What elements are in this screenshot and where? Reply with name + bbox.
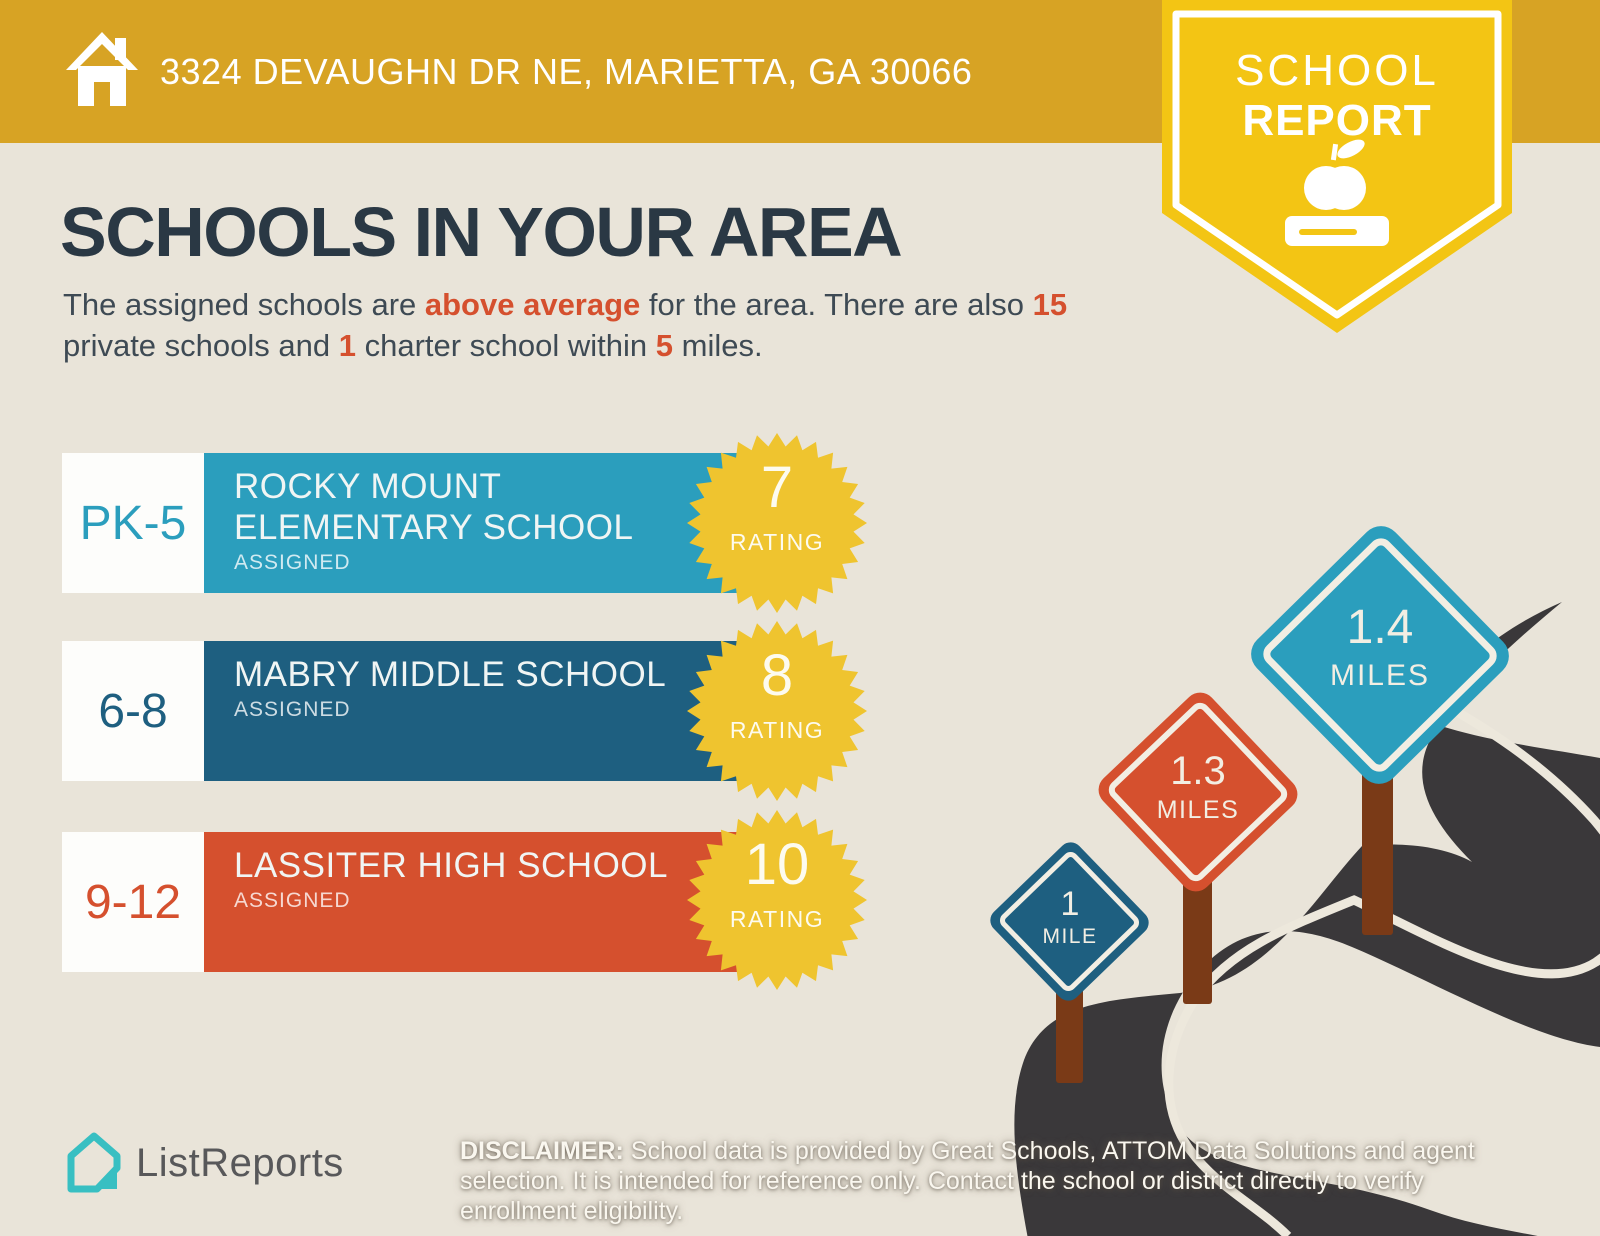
school-report-badge: SCHOOL REPORT xyxy=(1162,0,1512,345)
assigned-tag: ASSIGNED xyxy=(234,551,351,574)
starburst-icon xyxy=(687,621,867,801)
distance-value: 1.3 xyxy=(1170,748,1226,793)
distance-sign-1-4-miles: 1.4 MILES xyxy=(1242,517,1518,793)
badge-ribbon xyxy=(1162,0,1512,333)
grade-range-badge: 9-12 xyxy=(62,832,204,972)
apple-book-icon xyxy=(1285,139,1389,246)
assigned-tag: ASSIGNED xyxy=(234,698,351,721)
rating-label: RATING xyxy=(729,529,825,555)
intro-highlight-above-average: above average xyxy=(424,287,641,322)
intro-part4: charter school within xyxy=(355,328,656,363)
home-icon xyxy=(66,32,138,106)
school-bar: ROCKY MOUNT ELEMENTARY SCHOOL ASSIGNED xyxy=(204,453,737,593)
badge-line-report: REPORT xyxy=(1242,96,1432,145)
starburst-icon xyxy=(687,810,867,990)
rating-starburst-middle: 8 RATING xyxy=(687,621,867,801)
disclaimer-text: DISCLAIMER: School data is provided by G… xyxy=(460,1136,1490,1226)
property-address: 3324 DEVAUGHN DR NE, MARIETTA, GA 30066 xyxy=(160,50,973,92)
listreports-house-icon xyxy=(67,1132,121,1193)
intro-part1: The assigned schools are xyxy=(63,287,425,322)
sign-label: 1.4 MILES xyxy=(1243,518,1517,792)
page-title: SCHOOLS IN YOUR AREA xyxy=(60,193,903,271)
intro-highlight-miles: 5 xyxy=(655,328,674,363)
rating-starburst-high: 10 RATING xyxy=(687,810,867,990)
school-row-elementary: PK-5 ROCKY MOUNT ELEMENTARY SCHOOL ASSIG… xyxy=(62,453,737,593)
starburst-icon xyxy=(687,433,867,613)
intro-part5: miles. xyxy=(673,328,763,363)
intro-part2: for the area. There are also xyxy=(640,287,1033,322)
distance-unit: MILES xyxy=(1156,795,1240,824)
intro-text: The assigned schools are above average f… xyxy=(63,284,1083,366)
rating-value: 8 xyxy=(760,643,794,708)
school-row-middle: 6-8 MABRY MIDDLE SCHOOL ASSIGNED xyxy=(62,641,737,781)
school-bar: MABRY MIDDLE SCHOOL ASSIGNED xyxy=(204,641,737,781)
school-name-line2: ELEMENTARY SCHOOL xyxy=(234,508,634,547)
intro-part3: private schools and xyxy=(63,328,339,363)
school-name-line1: ROCKY MOUNT xyxy=(234,467,502,506)
brand-name: ListReports xyxy=(136,1140,344,1185)
rating-value: 10 xyxy=(744,832,810,897)
school-bar: LASSITER HIGH SCHOOL ASSIGNED xyxy=(204,832,737,972)
listreports-logo: ListReports xyxy=(66,1132,344,1194)
disclaimer-label: DISCLAIMER: xyxy=(460,1137,624,1165)
assigned-tag: ASSIGNED xyxy=(234,889,351,912)
rating-starburst-elementary: 7 RATING xyxy=(687,433,867,613)
distance-value: 1.4 xyxy=(1346,601,1414,654)
distance-value: 1 xyxy=(1060,885,1080,923)
badge-line-school: SCHOOL xyxy=(1235,46,1439,95)
distance-unit: MILES xyxy=(1329,659,1431,692)
grade-range-badge: 6-8 xyxy=(62,641,204,781)
school-name-line1: MABRY MIDDLE SCHOOL xyxy=(234,655,667,694)
rating-label: RATING xyxy=(729,717,825,743)
intro-highlight-private-count: 15 xyxy=(1032,287,1068,322)
intro-highlight-charter-count: 1 xyxy=(338,328,356,363)
school-row-high: 9-12 LASSITER HIGH SCHOOL ASSIGNED xyxy=(62,832,737,972)
distance-unit: MILE xyxy=(1042,925,1098,948)
school-name-line1: LASSITER HIGH SCHOOL xyxy=(234,846,668,885)
rating-label: RATING xyxy=(729,906,825,932)
rating-value: 7 xyxy=(760,455,794,520)
grade-range-badge: PK-5 xyxy=(62,453,204,593)
